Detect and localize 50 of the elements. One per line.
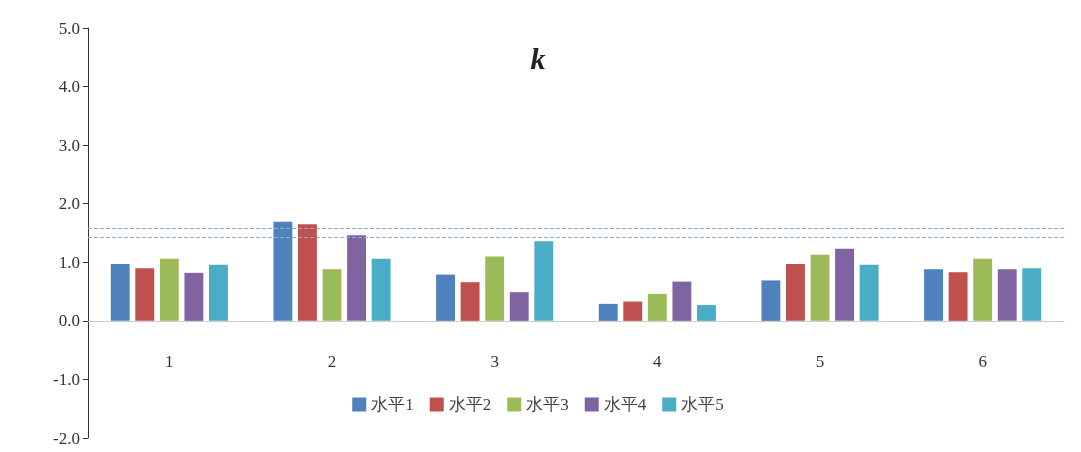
x-tick-label: 1	[165, 351, 174, 371]
y-tick-label: 4.0	[58, 77, 80, 97]
legend-label: 水平1	[371, 395, 414, 414]
x-tick-label: 5	[815, 351, 825, 371]
bar	[810, 254, 830, 321]
bar	[647, 293, 667, 321]
bar	[997, 269, 1017, 321]
bar	[135, 268, 155, 321]
bar	[371, 258, 391, 321]
bar	[110, 264, 130, 321]
bar	[786, 264, 805, 321]
bar	[209, 264, 228, 321]
bar	[436, 274, 455, 321]
chart-title: k	[530, 41, 546, 75]
bar	[598, 303, 618, 321]
bar	[859, 264, 879, 321]
bar	[322, 269, 342, 321]
bar	[623, 301, 643, 321]
x-tick-label: 2	[327, 351, 337, 371]
y-tick-label: 2.0	[58, 194, 80, 214]
bar	[697, 305, 716, 321]
bar	[835, 248, 854, 321]
y-tick-label: -2.0	[53, 428, 80, 448]
bar	[1022, 268, 1042, 321]
bar	[761, 280, 781, 321]
bar	[273, 221, 293, 321]
bar	[460, 282, 480, 321]
y-tick-label: 1.0	[58, 252, 80, 272]
bar	[948, 272, 968, 321]
bar	[184, 272, 204, 321]
y-tick-label: 3.0	[58, 135, 80, 155]
bar	[672, 281, 692, 321]
y-tick-label: 0.0	[58, 311, 80, 331]
legend-label: 水平2	[448, 395, 492, 414]
y-tick-label: 5.0	[58, 18, 80, 38]
x-tick-label: 4	[653, 351, 663, 371]
legend-label: 水平4	[603, 395, 647, 414]
bar	[485, 256, 505, 321]
y-tick-label: -1.0	[53, 369, 80, 389]
bar	[534, 241, 554, 321]
legend-label: 水平3	[526, 395, 569, 414]
x-tick-label: 6	[978, 351, 987, 371]
legend-label: 水平5	[681, 395, 724, 414]
bar	[924, 269, 943, 321]
bar	[298, 224, 317, 321]
bar	[159, 258, 179, 321]
bar	[973, 258, 993, 321]
bar	[347, 235, 366, 321]
x-tick-label: 3	[490, 351, 499, 371]
bar	[509, 292, 529, 321]
